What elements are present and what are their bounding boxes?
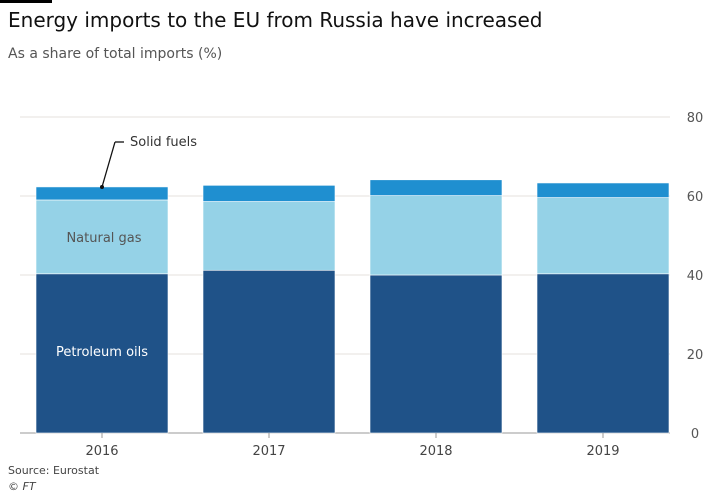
annotation-leader-line xyxy=(101,141,116,188)
bar-petroleum-oils xyxy=(369,274,503,434)
bar-natural-gas xyxy=(35,199,169,275)
y-tick-label: 40 xyxy=(687,269,704,284)
bar-petroleum-oils xyxy=(202,269,336,434)
y-tick-label: 60 xyxy=(687,190,704,205)
label-petroleum-oils: Petroleum oils xyxy=(56,345,148,360)
bar-natural-gas xyxy=(536,197,670,275)
bar-petroleum-oils xyxy=(536,273,670,434)
x-tick-label: 2018 xyxy=(419,444,452,459)
source-note: Source: Eurostat xyxy=(8,464,100,477)
x-tick-label: 2016 xyxy=(85,444,118,459)
chart-title: Energy imports to the EU from Russia hav… xyxy=(8,8,543,32)
bar-natural-gas xyxy=(202,201,336,271)
label-natural-gas: Natural gas xyxy=(66,231,141,246)
x-tick-label: 2017 xyxy=(252,444,285,459)
y-tick-label: 80 xyxy=(687,111,704,126)
bar-natural-gas xyxy=(369,195,503,276)
annotation-dot xyxy=(100,185,104,189)
x-tick-label: 2019 xyxy=(586,444,619,459)
bar-solid-fuels xyxy=(369,179,503,196)
credit: © FT xyxy=(8,480,36,493)
bar-solid-fuels xyxy=(202,185,336,202)
chart-subtitle: As a share of total imports (%) xyxy=(8,46,223,62)
label-solid-fuels: Solid fuels xyxy=(130,135,197,150)
ft-accent-bar xyxy=(0,0,52,3)
bar-solid-fuels xyxy=(536,182,670,198)
y-tick-label: 0 xyxy=(691,427,699,442)
y-tick-label: 20 xyxy=(687,348,704,363)
